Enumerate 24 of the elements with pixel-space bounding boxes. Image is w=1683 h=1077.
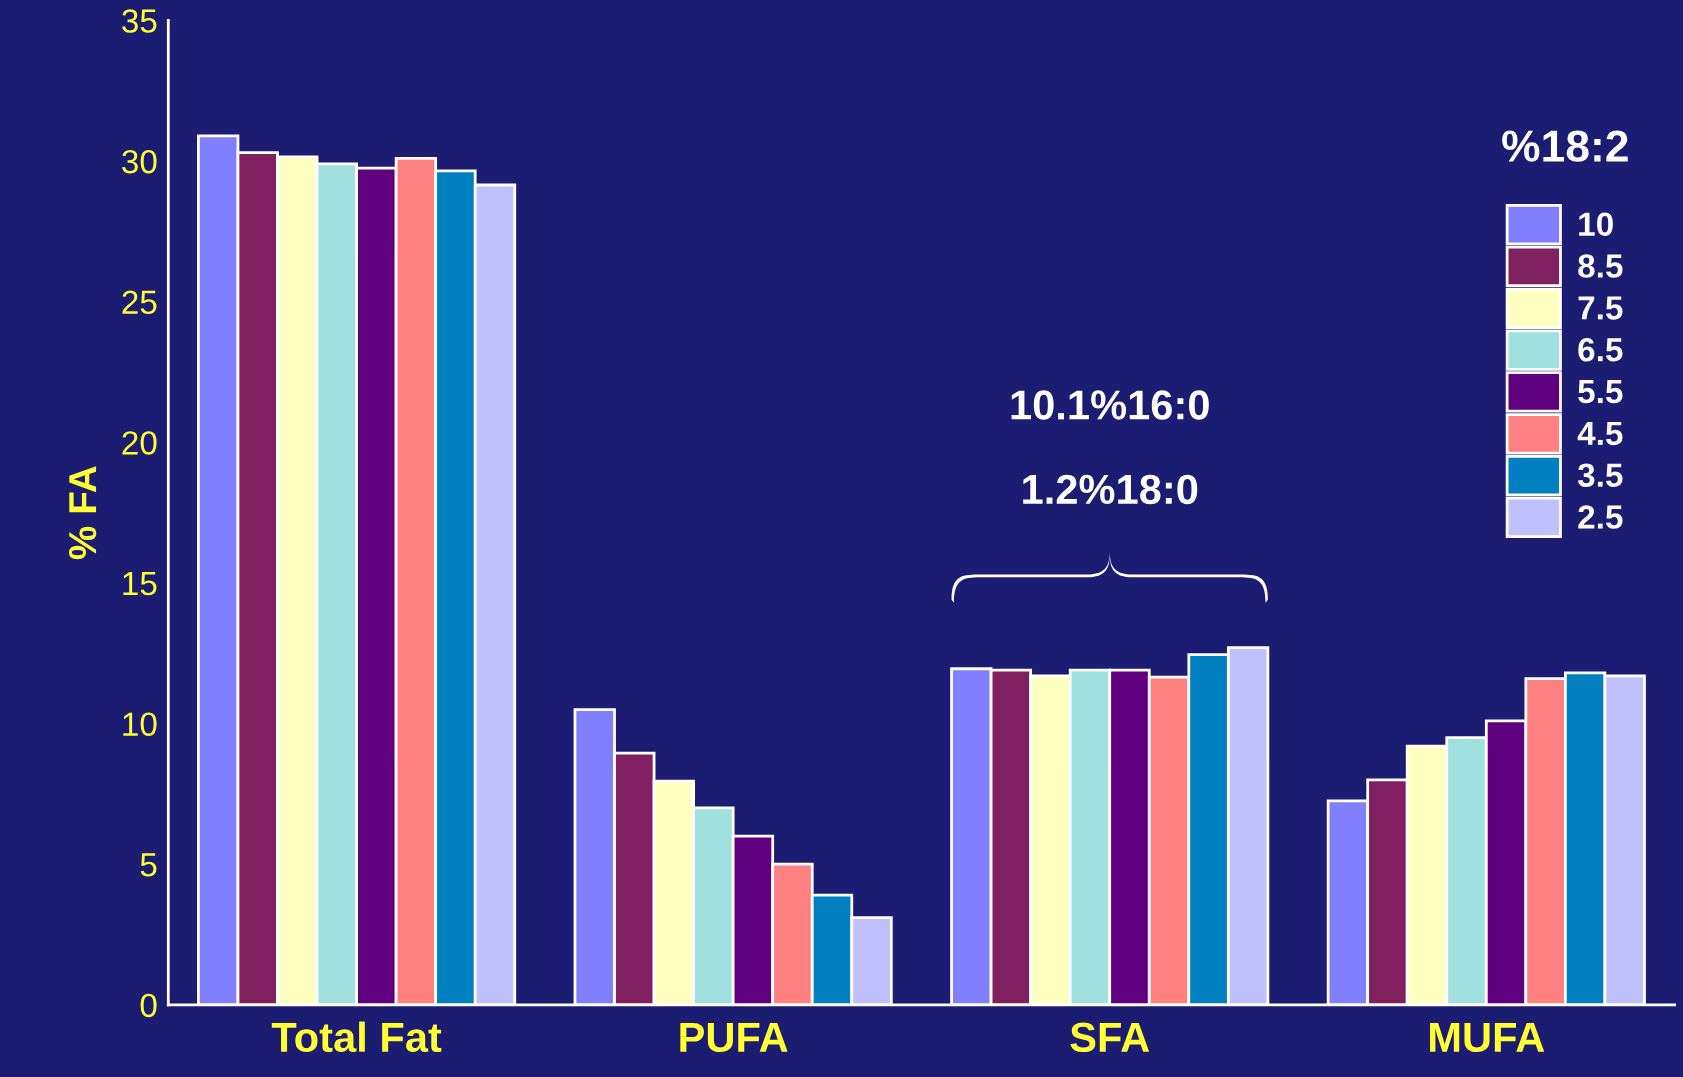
legend-label: 2.5 — [1578, 505, 1623, 529]
y-tick-label: 20 — [122, 431, 157, 455]
y-tick-label: 25 — [122, 290, 157, 315]
x-tick-label: PUFA — [680, 1023, 788, 1053]
legend-label: 3.5 — [1577, 463, 1623, 488]
y-tick-label: 15 — [123, 572, 157, 596]
annotation: 1.2%18:0 — [1023, 474, 1198, 505]
legend-label: 6.5 — [1578, 337, 1623, 362]
y-tick-label: 10 — [123, 712, 157, 736]
legend-label: 4.5 — [1577, 421, 1623, 446]
x-tick-label: SFA — [1070, 1022, 1150, 1053]
legend-label: 5.5 — [1578, 380, 1623, 404]
x-tick-label: Total Fat — [271, 1021, 442, 1053]
legend-label: 7.5 — [1578, 296, 1623, 320]
annotation: 10.1%16:0 — [1011, 390, 1209, 420]
y-tick-label: 30 — [122, 149, 157, 174]
y-tick-label: 0 — [140, 993, 157, 1018]
legend-title: %18:2 — [1502, 130, 1628, 162]
legend-label: 10 — [1579, 212, 1613, 237]
legend-label: 8.5 — [1578, 254, 1623, 278]
y-tick-label: 5 — [140, 853, 157, 877]
x-tick-label: MUFA — [1430, 1023, 1545, 1053]
y-tick-label: 35 — [122, 9, 157, 33]
y-axis-title: % FA — [69, 466, 97, 560]
